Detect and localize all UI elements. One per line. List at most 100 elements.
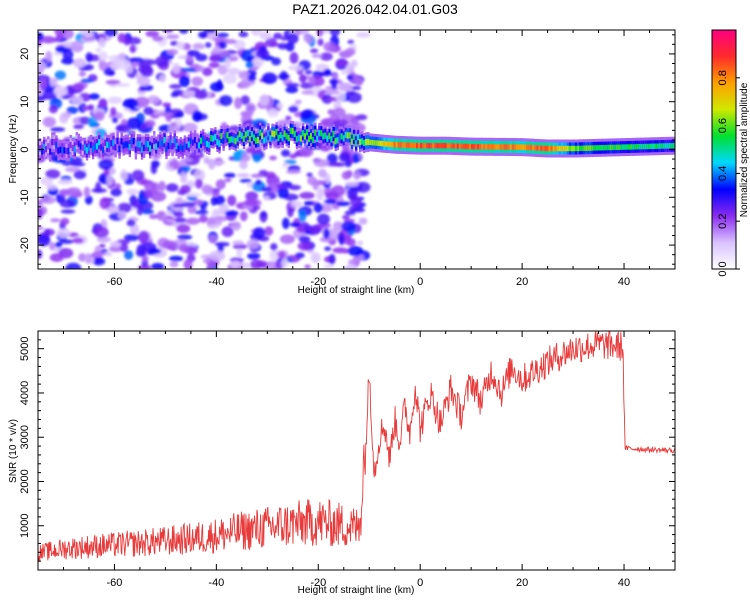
colorbar-label: Normalized spectral amplitude xyxy=(739,82,750,217)
spectrogram-noise-blob xyxy=(61,57,75,65)
ridge-core xyxy=(212,135,215,142)
spectrogram-noise-blob xyxy=(239,178,252,183)
ridge-core xyxy=(556,145,560,152)
ridge-core xyxy=(467,143,470,150)
ridge-core xyxy=(69,141,72,149)
spectrogram-noise-blob xyxy=(269,155,277,161)
spectrogram-noise-blob xyxy=(65,262,82,269)
ridge-core xyxy=(456,143,460,149)
spectrogram-noise-blob xyxy=(179,30,189,34)
ridge-core xyxy=(318,130,321,137)
spectrogram-noise-blob xyxy=(332,221,344,231)
snr-y-ticks: 1000 2000 3000 4000 5000 xyxy=(19,330,675,571)
spectrogram-noise-blob xyxy=(323,264,335,269)
spectrogram-noise-blob xyxy=(341,171,352,180)
spectrogram-noise-blob xyxy=(224,210,239,217)
ridge-core xyxy=(216,138,219,146)
ridge-core xyxy=(356,134,360,141)
spectrogram-noise-blob xyxy=(240,95,250,105)
snr-line xyxy=(38,331,675,562)
spectrogram-noise-blob xyxy=(317,187,325,199)
ridge-core xyxy=(607,144,611,151)
spectrogram-noise-blob xyxy=(38,207,43,220)
ridge-core xyxy=(281,134,284,142)
y-tick-label: -10 xyxy=(19,189,31,205)
spectrogram-noise-blob xyxy=(270,243,278,251)
spectrogram-noise-blob xyxy=(208,62,220,69)
spectrogram-noise-blob xyxy=(298,210,307,222)
ridge-core xyxy=(550,145,553,152)
spectrogram-noise-blob xyxy=(176,41,185,50)
spectrogram-noise-blob xyxy=(309,48,319,54)
ridge-core xyxy=(642,143,645,150)
spectrogram-noise-blob xyxy=(341,221,356,232)
spectrogram-noise-blob xyxy=(246,239,260,250)
spectrogram-noise-blob xyxy=(50,218,61,223)
spectrogram-noise-blob xyxy=(245,61,254,69)
ridge-core xyxy=(489,144,492,150)
ridge-core xyxy=(261,132,264,140)
ridge-core xyxy=(554,145,558,152)
spectrogram-noise-blob xyxy=(175,196,183,204)
spectrogram-noise-blob xyxy=(108,245,123,253)
spectrogram-noise-blob xyxy=(297,30,310,35)
ridge-core xyxy=(130,137,134,145)
spectrogram-noise-blob xyxy=(159,74,166,83)
x-tick-label: 0 xyxy=(417,276,423,288)
ridge-core xyxy=(306,129,309,136)
spectrogram-noise-blob xyxy=(192,110,202,122)
spectrogram-noise-blob xyxy=(252,227,266,239)
ridge-core xyxy=(581,145,584,151)
spectrogram-noise-blob xyxy=(144,119,156,128)
spectrogram-noise-blob xyxy=(109,167,116,175)
spectrogram-noise-blob xyxy=(354,77,364,87)
spectrogram-noise-blob xyxy=(117,211,127,220)
ridge-core xyxy=(136,141,140,148)
spectrogram-noise-blob xyxy=(299,74,307,83)
spectrogram-noise-blob xyxy=(99,197,111,210)
ridge-core xyxy=(383,141,386,147)
spectrogram-noise-blob xyxy=(96,236,111,243)
spectrogram-noise-blob xyxy=(338,152,351,163)
ridge-core xyxy=(571,145,574,152)
ridge-core xyxy=(73,146,76,153)
ridge-core xyxy=(108,142,111,149)
ridge-core xyxy=(448,143,452,149)
spectrogram-noise-blob xyxy=(162,240,177,250)
ridge-core xyxy=(124,141,127,148)
spectrogram-noise-blob xyxy=(304,70,313,75)
ridge-core xyxy=(206,140,209,148)
ridge-core xyxy=(259,129,262,136)
spectrogram-noise-blob xyxy=(110,188,122,197)
ridge-core xyxy=(179,143,182,151)
spectrogram-noise-blob xyxy=(276,102,284,109)
spectrogram-noise-blob xyxy=(299,191,315,200)
ridge-core xyxy=(195,142,199,149)
spectrogram-noise-blob xyxy=(124,250,134,260)
spectrogram-noise-blob xyxy=(221,226,234,237)
ridge-core xyxy=(599,145,602,151)
spectrogram-noise-blob xyxy=(39,78,48,90)
ridge-core xyxy=(503,144,507,150)
spectrogram-noise-blob xyxy=(332,107,346,119)
spectrogram-noise-blob xyxy=(210,189,220,197)
ridge-core xyxy=(324,132,327,139)
spectrogram-noise-blob xyxy=(213,160,226,165)
spectrogram-noise-blob xyxy=(323,41,337,52)
spectrogram-noise-blob xyxy=(284,159,297,164)
spectrogram-noise-blob xyxy=(325,192,340,200)
spectrogram-noise-blob xyxy=(209,54,224,62)
ridge-core xyxy=(240,132,244,139)
ridge-core xyxy=(509,144,513,150)
ridge-core xyxy=(518,144,521,150)
spectrogram-noise-blob xyxy=(236,248,243,258)
ridge-core xyxy=(232,136,235,144)
ridge-core xyxy=(544,145,547,152)
spectrogram-noise-blob xyxy=(160,215,168,221)
spectrogram-noise-blob xyxy=(356,240,364,245)
colorbar-tick-label: 0.0 xyxy=(717,261,729,276)
ridge-core xyxy=(469,143,472,150)
spectrogram-noise-blob xyxy=(195,53,208,62)
spectrogram-noise-blob xyxy=(83,186,91,198)
spectrogram-noise-blob xyxy=(241,81,250,89)
